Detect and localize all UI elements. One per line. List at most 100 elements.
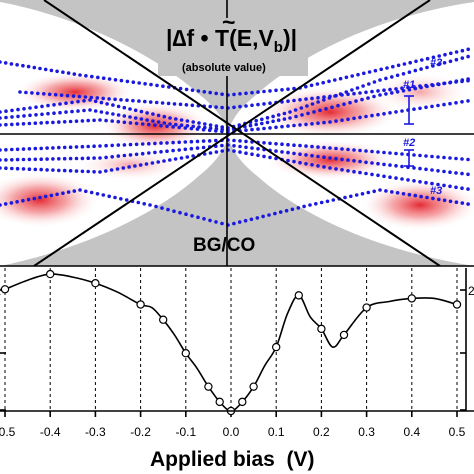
branch-dot xyxy=(419,67,423,71)
branch-dot xyxy=(237,220,242,224)
branch-dot xyxy=(39,146,43,151)
branch-dot xyxy=(248,123,253,128)
branch-dot xyxy=(197,121,201,125)
branch-dot xyxy=(366,96,370,100)
branch-dot xyxy=(71,94,76,98)
branch-dot xyxy=(185,155,190,159)
branch-dot xyxy=(46,111,50,116)
data-point xyxy=(339,330,349,340)
branch-dot xyxy=(168,158,172,162)
branch-dot xyxy=(165,141,169,145)
branch-dot xyxy=(274,88,278,93)
branch-dot xyxy=(78,188,82,192)
branch-dot xyxy=(159,123,163,128)
branch-dot xyxy=(352,116,356,121)
left-y-tick-label: 2 xyxy=(0,284,1,298)
branch-dot xyxy=(140,122,145,126)
branch-dot xyxy=(110,155,114,159)
branch-dot xyxy=(159,150,163,154)
branch-dot xyxy=(128,107,132,111)
branch-dot xyxy=(74,119,79,123)
branch-dot xyxy=(442,183,446,188)
branch-dot xyxy=(184,87,189,92)
branch-dot xyxy=(388,163,392,167)
branch-dot xyxy=(147,122,151,127)
branch-dot xyxy=(208,218,212,223)
branch-dot xyxy=(76,109,80,113)
branch-dot xyxy=(328,166,332,170)
branch-dot xyxy=(310,102,315,106)
branch-dot xyxy=(98,118,102,122)
branch-dot xyxy=(15,200,19,204)
branch-dot xyxy=(30,91,34,95)
branch-dot xyxy=(364,114,368,119)
branch-dot xyxy=(232,105,236,110)
branch-dot xyxy=(338,76,343,81)
branch-dot xyxy=(116,154,121,158)
branch-dot xyxy=(418,166,422,171)
branch-dot xyxy=(391,64,395,69)
branch-dot xyxy=(18,90,22,94)
branch-dot xyxy=(46,103,50,108)
x-tick-label: -0.1 xyxy=(175,425,196,439)
branch-dot xyxy=(414,59,418,64)
branch-dot xyxy=(286,150,290,155)
branch-dot xyxy=(304,122,308,127)
branch-dot xyxy=(412,179,416,183)
branch-dot xyxy=(378,78,382,82)
branch-dot xyxy=(454,185,458,190)
branch-dot xyxy=(183,126,188,130)
branch-dot xyxy=(45,120,49,125)
branch-dot xyxy=(153,123,157,127)
branch-dot xyxy=(214,220,218,224)
branch-dot xyxy=(382,88,386,92)
branch-dot xyxy=(356,72,360,77)
branch-dot xyxy=(201,139,206,143)
branch-dot xyxy=(201,127,206,132)
branch-dot xyxy=(256,127,260,131)
branch-dot xyxy=(33,121,38,125)
branch-dot xyxy=(286,124,290,128)
branch-dot xyxy=(16,114,20,119)
branch-dot xyxy=(139,117,144,121)
branch-dot xyxy=(436,103,440,108)
branch-dot xyxy=(437,62,441,67)
branch-dot xyxy=(268,126,272,130)
branch-dot xyxy=(0,158,2,162)
branch-dot xyxy=(334,146,338,151)
branch-dot xyxy=(220,129,224,134)
branch-dot xyxy=(282,117,287,121)
branch-dot xyxy=(214,150,219,154)
branch-dot xyxy=(354,99,358,103)
branch-dot xyxy=(352,159,356,163)
branch-dot xyxy=(322,165,326,169)
branch-dot xyxy=(395,90,400,94)
x-tick-label: -0.5 xyxy=(0,425,16,439)
branch-dot xyxy=(304,153,308,157)
title-tilde: ~ xyxy=(222,9,235,35)
branch-dot xyxy=(208,151,213,155)
branch-dot xyxy=(316,145,320,149)
branch-dot xyxy=(92,144,96,148)
data-point xyxy=(317,324,326,334)
branch-dot xyxy=(166,101,171,106)
branch-dot xyxy=(316,121,320,125)
branch-dot xyxy=(177,140,181,145)
branch-dot xyxy=(424,167,428,172)
branch-dot xyxy=(121,166,126,170)
branch-dot xyxy=(107,194,111,199)
branch-dot xyxy=(376,150,380,154)
branch-dot xyxy=(448,101,452,106)
branch-dot xyxy=(322,98,326,102)
branch-dot xyxy=(302,204,306,209)
branch-dot xyxy=(292,123,296,128)
branch-dot xyxy=(286,87,290,91)
branch-dot xyxy=(274,142,278,146)
branch-dot xyxy=(51,168,55,172)
branch-dot xyxy=(460,171,464,176)
branch-dot xyxy=(358,115,362,120)
branch-dot xyxy=(328,94,332,99)
branch-dot xyxy=(195,146,200,150)
branch-dot xyxy=(214,138,218,143)
branch-dot xyxy=(33,167,38,172)
